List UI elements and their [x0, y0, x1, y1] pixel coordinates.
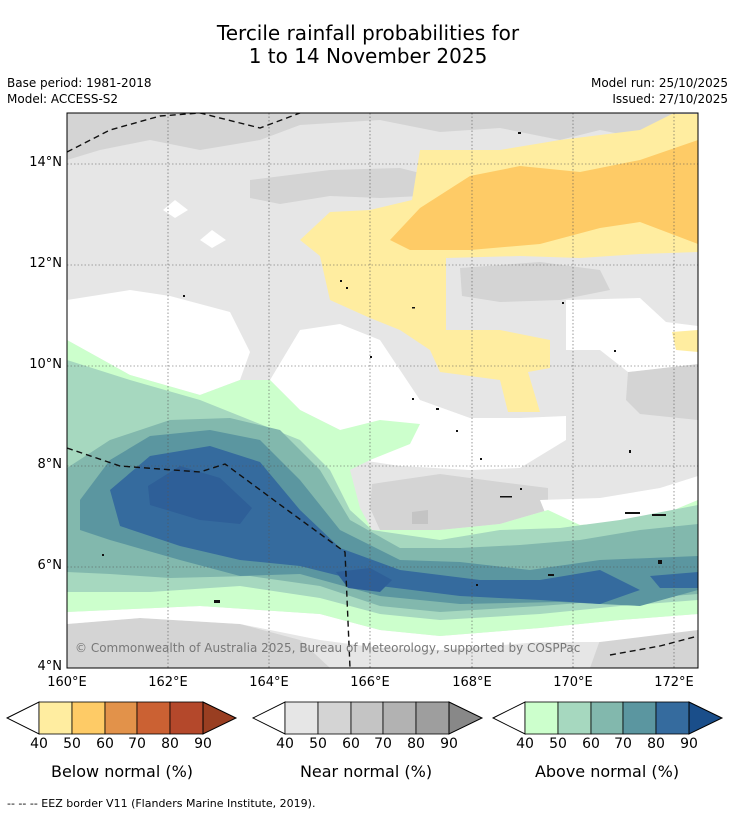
above-label-90: 90: [680, 736, 698, 752]
lat-tick-6n: 6°N: [37, 558, 63, 573]
below-label-70: 70: [128, 736, 146, 752]
near-label-60: 60: [342, 736, 360, 752]
below-seg: [38, 701, 73, 735]
above-arrow: [688, 701, 724, 735]
below-label-40: 40: [30, 736, 48, 752]
lat-tick-14n: 14°N: [29, 155, 62, 170]
below-seg: [104, 701, 138, 735]
near-label-80: 80: [407, 736, 425, 752]
near-50-right: [460, 262, 610, 302]
islands: [102, 132, 666, 603]
near-50-top: [67, 113, 698, 160]
lat-tick-4n: 4°N: [37, 659, 63, 674]
below-label-90: 90: [194, 736, 212, 752]
above-label-80: 80: [647, 736, 665, 752]
above-seg: [557, 701, 592, 735]
lat-tick-8n: 8°N: [37, 457, 63, 472]
below-normal-title: Below normal (%): [50, 762, 194, 781]
above-normal-title: Above normal (%): [534, 762, 680, 781]
near-50-mid: [250, 168, 440, 204]
near-seg: [350, 701, 384, 735]
near-label-50: 50: [309, 736, 327, 752]
lon-tick-166e: 166°E: [350, 675, 390, 690]
above-label-60: 60: [582, 736, 600, 752]
title-line-2: 1 to 14 November 2025: [248, 44, 488, 68]
map-canvas: [66, 112, 699, 669]
near-50-east: [626, 364, 698, 420]
lon-tick-168e: 168°E: [452, 675, 492, 690]
lon-tick-160e: 160°E: [47, 675, 87, 690]
above-label-70: 70: [614, 736, 632, 752]
above-seg: [655, 701, 690, 735]
below-seg: [136, 701, 171, 735]
above-label-50: 50: [549, 736, 567, 752]
no-signal-east: [566, 298, 698, 372]
below-label-50: 50: [63, 736, 81, 752]
near-seg: [317, 701, 352, 735]
near-seg: [284, 701, 319, 735]
no-signal-blob-1: [163, 200, 188, 218]
below-label-80: 80: [161, 736, 179, 752]
above-90-south: [336, 568, 392, 592]
below-label-60: 60: [96, 736, 114, 752]
no-signal-south-strip: [67, 606, 698, 650]
model-run: Model run: 25/10/2025: [590, 76, 728, 90]
lat-tick-12n: 12°N: [29, 256, 62, 271]
near-seg: [382, 701, 417, 735]
near-50-bottom: [67, 618, 330, 668]
near-normal-title: Near normal (%): [299, 762, 433, 781]
lon-tick-170e: 170°E: [553, 675, 593, 690]
gridlines: [67, 113, 698, 668]
below-seg: [169, 701, 204, 735]
colorbar-near: [252, 701, 484, 735]
near-seg: [415, 701, 450, 735]
eez-borders: [67, 113, 698, 668]
base-period: Base period: 1981-2018: [7, 76, 152, 90]
below-40-east-patch: [672, 330, 698, 352]
above-80-region: [110, 446, 640, 604]
lon-tick-162e: 162°E: [148, 675, 188, 690]
colorbar-near-segments: [284, 701, 450, 735]
above-seg: [622, 701, 657, 735]
near-arrow: [448, 701, 484, 735]
title-line-1: Tercile rainfall probabilities for: [216, 21, 520, 45]
copyright-notice: © Commonwealth of Australia 2025, Bureau…: [75, 641, 581, 655]
lon-tick-164e: 164°E: [249, 675, 289, 690]
meta-left: Base period: 1981-2018 Model: ACCESS-S2: [7, 75, 152, 107]
lon-tick-172e: 172°E: [654, 675, 694, 690]
colorbar-above-segments: [524, 701, 690, 735]
above-seg: [590, 701, 624, 735]
meta-right: Model run: 25/10/2025 Issued: 27/10/2025: [591, 75, 728, 107]
colorbar-below-segments: [38, 701, 204, 735]
below-50-region: [390, 140, 698, 250]
near-60-south: [412, 510, 428, 524]
colorbar-above: [492, 701, 724, 735]
plot-frame: [66, 112, 699, 669]
near-label-70: 70: [374, 736, 392, 752]
no-signal-west: [67, 290, 250, 395]
issued-date: Issued: 27/10/2025: [612, 92, 728, 106]
lat-tick-10n: 10°N: [29, 357, 62, 372]
above-label-40: 40: [516, 736, 534, 752]
near-label-90: 90: [440, 736, 458, 752]
above-90-core: [148, 466, 252, 524]
below-arrow: [202, 701, 238, 735]
model-name: Model: ACCESS-S2: [7, 92, 119, 106]
near-label-40: 40: [276, 736, 294, 752]
no-signal-blob-2: [200, 230, 226, 248]
map-title: Tercile rainfall probabilities for 1 to …: [0, 22, 736, 68]
below-seg: [71, 701, 106, 735]
colorbar-below: [6, 701, 238, 735]
eez-footnote: -- -- -- EEZ border V11 (Flanders Marine…: [7, 797, 316, 810]
above-seg: [524, 701, 559, 735]
